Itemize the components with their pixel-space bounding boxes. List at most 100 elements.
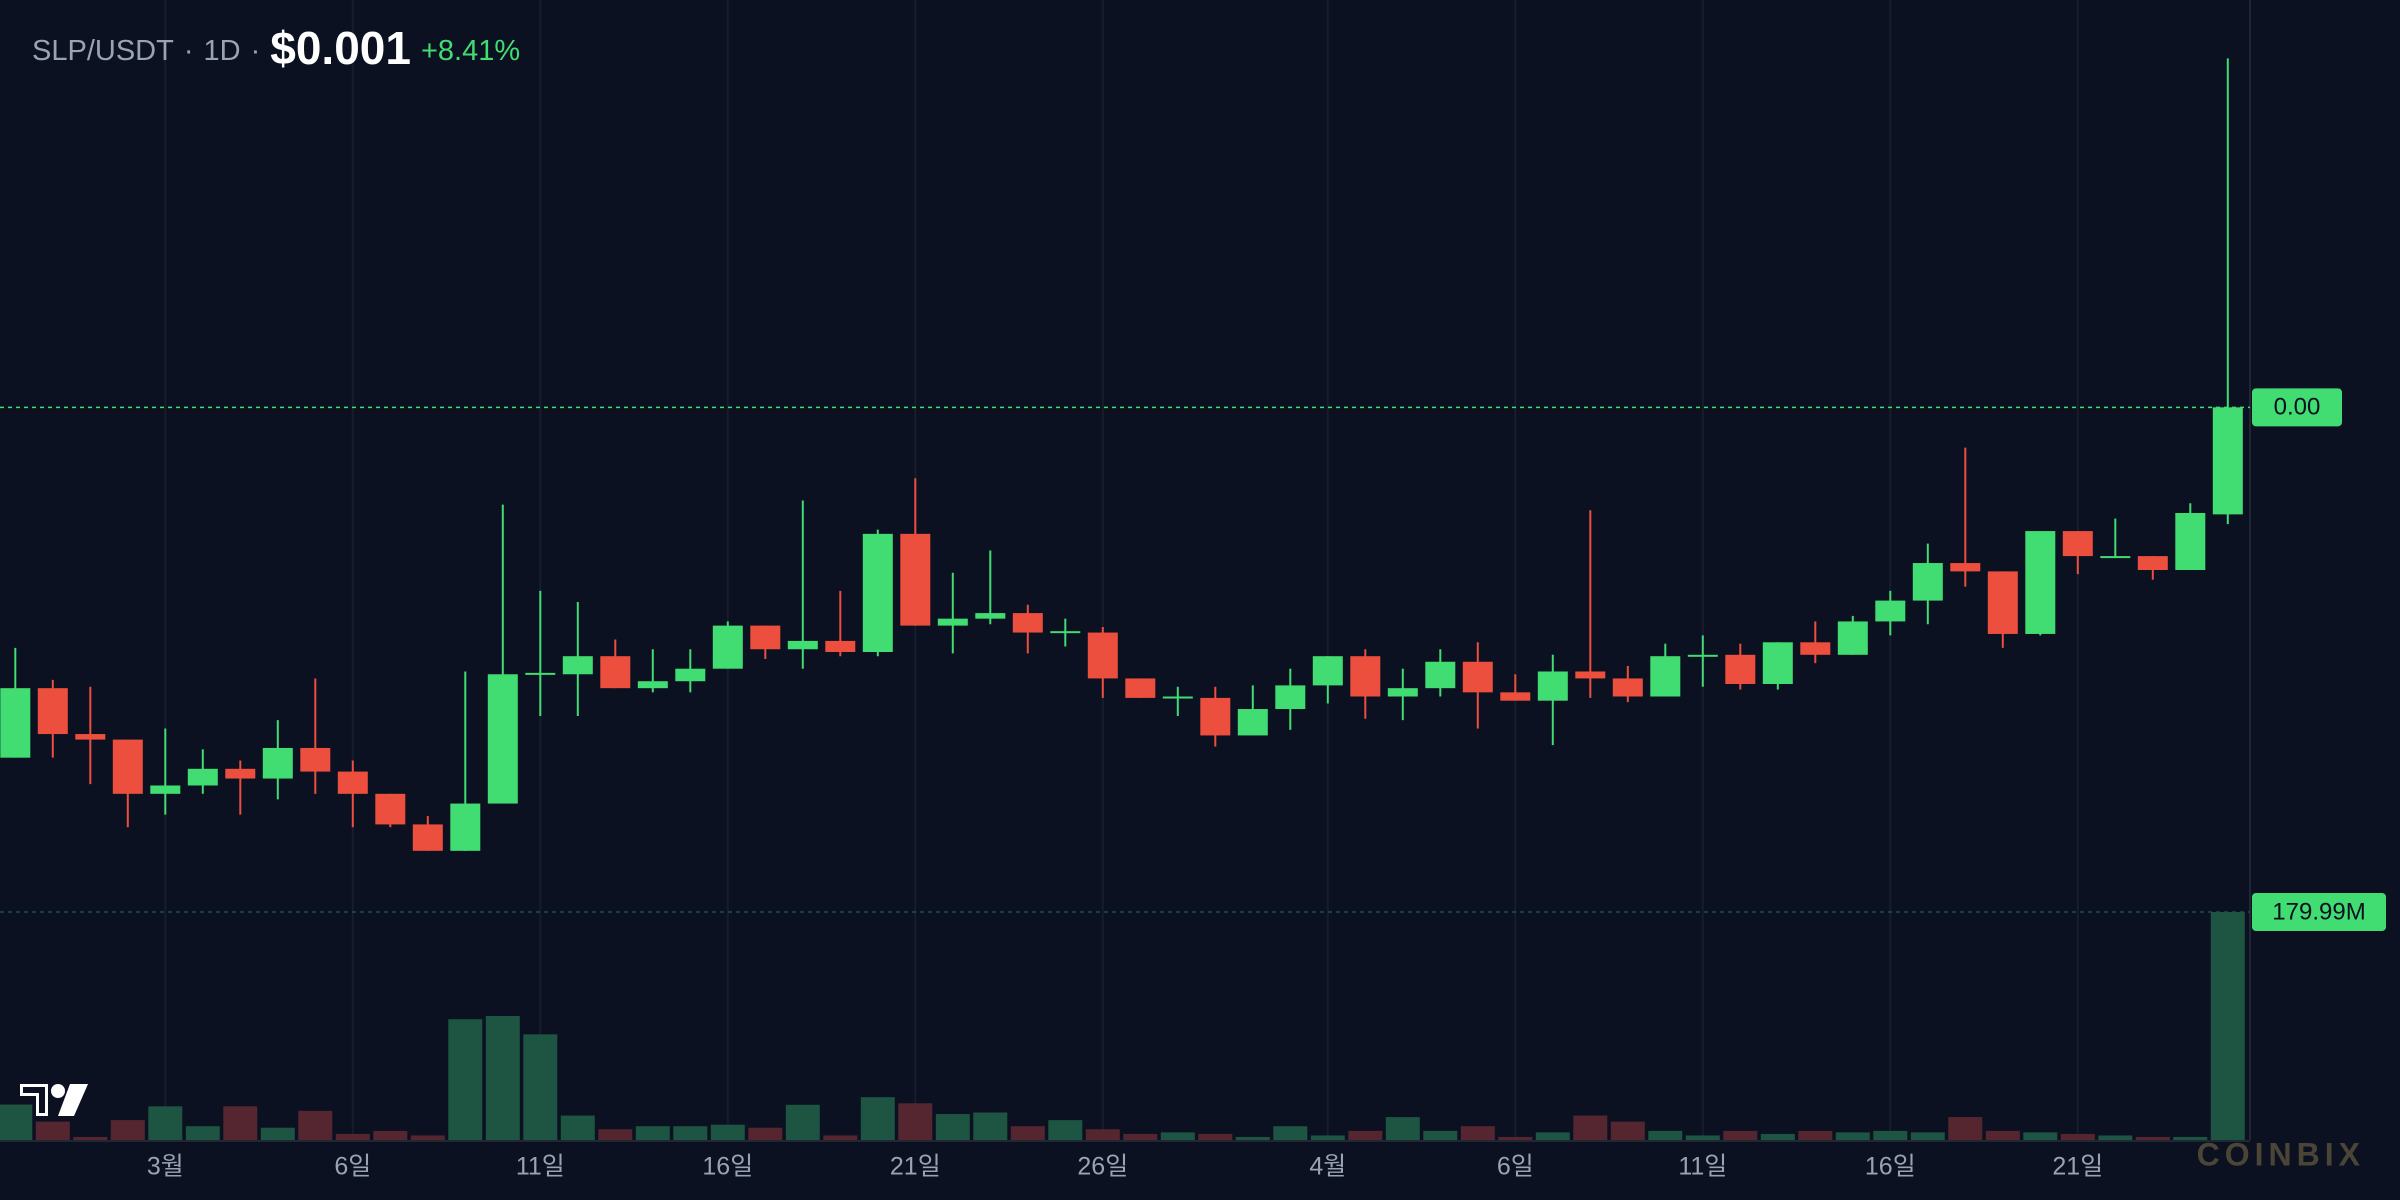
last-volume-tag: [2252, 893, 2386, 932]
volume-bar: [2210, 912, 2245, 1140]
candle-body: [1275, 685, 1306, 710]
candle-body: [75, 734, 106, 740]
x-tick-label: 21일: [2052, 1153, 2103, 1181]
volume-bar: [373, 1130, 408, 1140]
candle-body: [825, 640, 856, 653]
volume-bar: [1385, 1117, 1420, 1140]
marks: [0, 58, 2250, 1140]
volume-bar: [1010, 1126, 1045, 1140]
volume-bar: [223, 1106, 258, 1140]
volume-bar: [1235, 1136, 1270, 1140]
candle-body: [2175, 513, 2206, 570]
volume-bar: [2060, 1133, 2095, 1140]
candle-body: [1125, 678, 1156, 698]
volume-bar: [1160, 1132, 1195, 1140]
candle-body: [1987, 571, 2018, 634]
volume-bar: [1123, 1133, 1158, 1140]
volume-bar: [898, 1103, 933, 1140]
candle-body: [337, 771, 368, 794]
volume-bar: [635, 1126, 670, 1140]
candle-body: [1387, 688, 1418, 697]
volume-bar: [1873, 1130, 1908, 1140]
candle-body: [937, 618, 968, 626]
volume-bar: [2135, 1136, 2170, 1140]
volume-bar: [0, 1104, 33, 1140]
volume-bar: [410, 1135, 445, 1140]
candle-body: [1200, 697, 1231, 736]
volume-bar: [185, 1126, 220, 1140]
volume-bar: [823, 1135, 858, 1140]
volume-bar: [1610, 1121, 1645, 1140]
volume-bar: [2098, 1135, 2133, 1140]
candle-body: [112, 739, 143, 794]
volume-bar: [260, 1127, 295, 1140]
volume-bar: [1085, 1129, 1120, 1140]
volume-bar: [1310, 1135, 1345, 1140]
candle-body: [675, 668, 706, 682]
x-tick-label: 16일: [702, 1153, 753, 1181]
volume-bar: [110, 1120, 145, 1140]
candle-body: [1425, 661, 1456, 689]
volume-bar: [2023, 1132, 2058, 1140]
candle-body: [1087, 632, 1118, 679]
interval: 1D: [204, 35, 241, 67]
volume-bar: [935, 1114, 970, 1140]
volume-bar: [1048, 1120, 1083, 1140]
candle-body: [750, 625, 781, 650]
candle-body: [1800, 642, 1831, 655]
volume-bar: [748, 1127, 783, 1140]
x-tick-label: 11일: [516, 1153, 565, 1181]
candle-body: [1612, 678, 1643, 697]
candle-body: [900, 533, 931, 626]
candle-body: [2137, 556, 2168, 570]
candle-body: [1837, 621, 1868, 655]
volume-bar: [1460, 1126, 1495, 1140]
volume-bar: [1648, 1130, 1683, 1140]
candle-body: [1312, 656, 1343, 686]
candle-body: [1162, 696, 1193, 699]
candle-body: [787, 640, 818, 650]
volume-bar: [1273, 1126, 1308, 1140]
candle-body: [300, 747, 331, 772]
price: $0.001: [270, 22, 411, 74]
last-price-label: 0.00: [2274, 394, 2321, 421]
candle-body: [450, 803, 481, 851]
x-tick-label: 21일: [890, 1153, 941, 1181]
volume-bar: [35, 1121, 70, 1140]
volume-bar: [2173, 1136, 2208, 1140]
separator: ·: [184, 35, 194, 67]
candle-body: [562, 656, 593, 675]
last-price-tag: [2252, 388, 2342, 427]
candle-body: [2212, 407, 2243, 515]
volume-bar: [1573, 1115, 1608, 1140]
candle-body: [2025, 531, 2056, 634]
candle-body: [1537, 671, 1568, 701]
chart-title: SLP/USDT · 1D · $0.001 +8.41%: [32, 22, 520, 74]
candle-body: [1762, 642, 1793, 684]
candle-body: [862, 533, 893, 653]
volume-bar: [860, 1097, 895, 1140]
volume-bar: [485, 1015, 520, 1140]
volume-bar: [1535, 1132, 1570, 1140]
candle-body: [2062, 531, 2093, 557]
candle-body: [712, 625, 743, 669]
candle-body: [1050, 631, 1081, 634]
candle-body: [150, 785, 181, 794]
candle-body: [262, 747, 293, 779]
x-tick-label: 6일: [1497, 1153, 1534, 1181]
candle-body: [1950, 563, 1981, 572]
candle-body: [1650, 656, 1681, 697]
volume-bar: [598, 1129, 633, 1140]
volume-bar: [1910, 1132, 1945, 1140]
candle-body: [375, 793, 406, 825]
x-tick-label: 6일: [334, 1153, 371, 1181]
volume-bar: [448, 1019, 483, 1140]
candle-body: [1012, 613, 1043, 633]
volume-bar: [973, 1112, 1008, 1140]
candle-body: [1500, 692, 1531, 701]
volume-bar: [1198, 1133, 1233, 1140]
candle-body: [637, 681, 668, 689]
volume-bar: [560, 1115, 595, 1140]
